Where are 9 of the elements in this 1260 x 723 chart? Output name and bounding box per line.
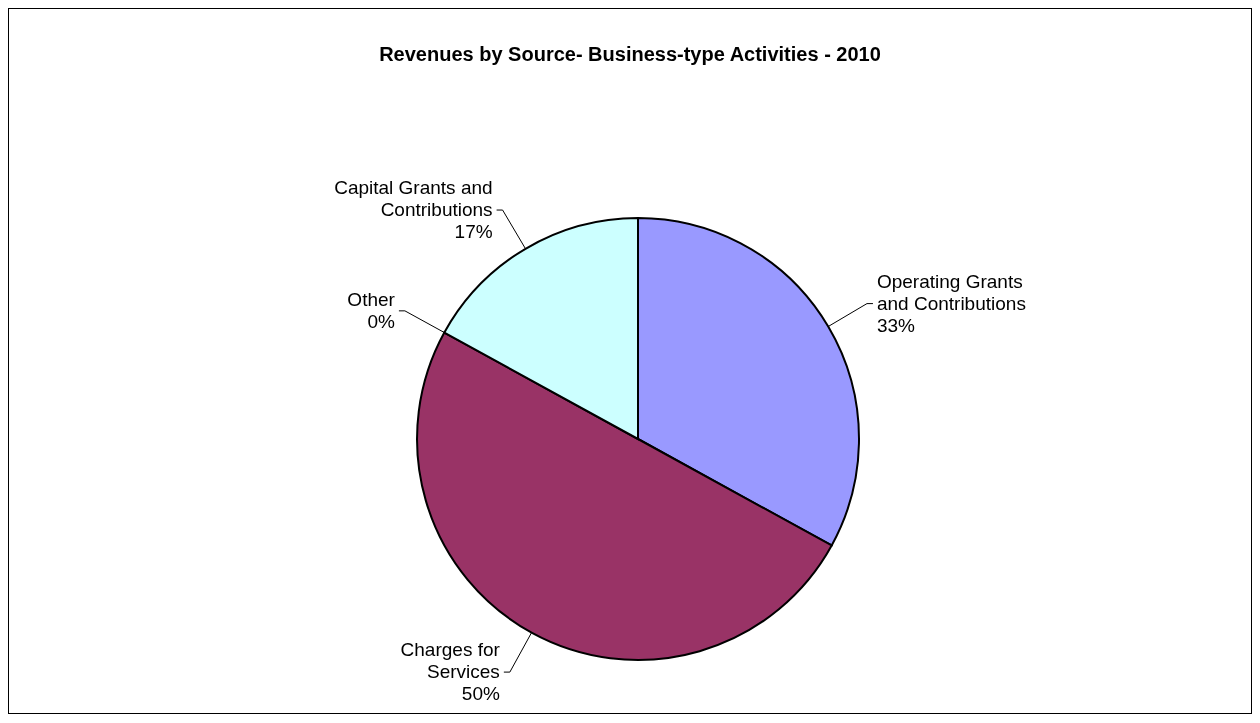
text: 0% [367, 310, 395, 332]
data-label: 17% [454, 221, 493, 243]
category-label: Other [347, 288, 395, 310]
slice-label: Capital Grants and Contributions [334, 177, 493, 221]
slice-label: Operating Grants and Contributions [876, 270, 1026, 314]
chart-title: Revenues by Source- Business-type Activities - 2010 [378, 43, 882, 66]
data-label: 50% [461, 683, 500, 705]
data-label: 33% [876, 314, 916, 336]
slice-label: Charges for Services [400, 639, 501, 683]
